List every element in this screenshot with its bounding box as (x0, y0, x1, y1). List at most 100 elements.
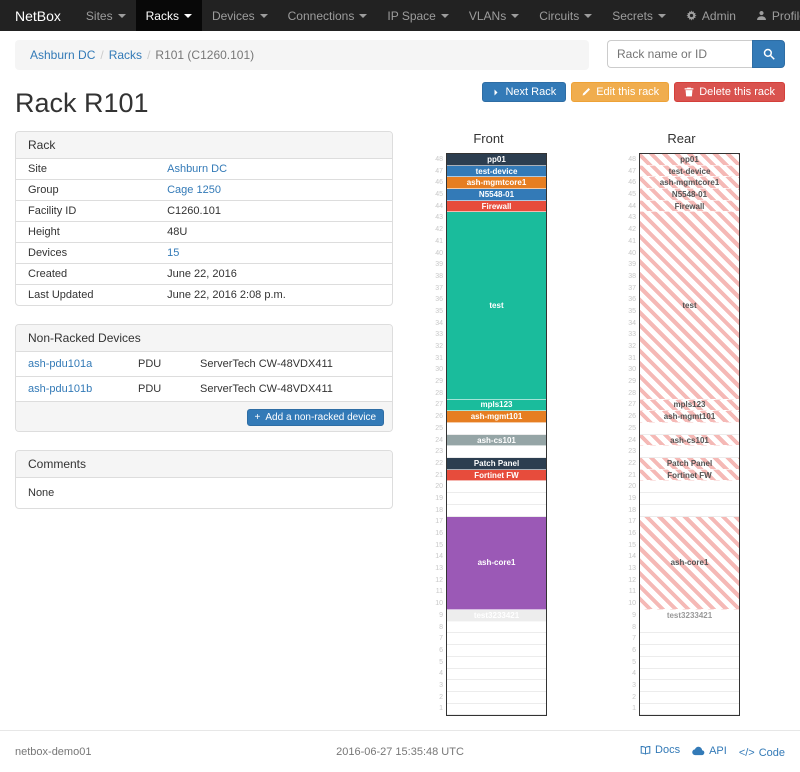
attr-value: 48U (155, 221, 392, 243)
nav-item-admin[interactable]: Admin (676, 0, 746, 31)
device-tile-ash-mgmtcore1[interactable]: ash-mgmtcore1 (447, 177, 546, 190)
device-tile-ash-mgmt101[interactable]: ash-mgmt101 (447, 411, 546, 423)
nav-item-secrets[interactable]: Secrets (602, 0, 676, 31)
unit-number: 30 (628, 366, 636, 374)
rack-elevations: Front 48 47 46 45 44 43 42 41 40 39 38 37 36 35 34 33 32… (430, 131, 740, 717)
device-tile-patch-panel[interactable]: Patch Panel (640, 458, 739, 470)
device-tile-ash-core1[interactable]: ash-core1 (447, 516, 546, 611)
footer-link-api[interactable]: API (692, 745, 727, 757)
nav-item-devices[interactable]: Devices (202, 0, 278, 31)
device-tile-test-device[interactable]: test-device (447, 165, 546, 178)
unit-number: 20 (628, 483, 636, 491)
table-row: Devices 15 (16, 242, 392, 264)
breadcrumb-link-racks[interactable]: Racks (108, 48, 143, 62)
timestamp: 2016-06-27 15:35:48 UTC (336, 745, 464, 758)
device-tile-ash-mgmtcore1[interactable]: ash-mgmtcore1 (640, 177, 739, 190)
device-tile-ash-core1[interactable]: ash-core1 (640, 516, 739, 611)
attr-label: Site (28, 163, 47, 175)
unit-number: 24 (628, 436, 636, 444)
breadcrumb-separator: / (100, 48, 104, 62)
device-label: ash-mgmtcore1 (466, 178, 527, 188)
unit-number: 35 (435, 307, 443, 315)
device-tile-n5548-01[interactable]: N5548-01 (640, 189, 739, 201)
nav-item-profile[interactable]: Profile (746, 0, 800, 31)
device-tile-test[interactable]: test (447, 212, 546, 400)
nav-item-label: Circuits (539, 8, 580, 23)
rear-units: pp01 test-device ash-mgmtcore1 N5548-01 Fire… (639, 153, 740, 717)
device-label: mpls123 (673, 400, 706, 410)
search-input[interactable] (607, 40, 752, 68)
unit-number: 42 (628, 226, 636, 234)
device-link-ash-pdu101a[interactable]: ash-pdu101a (28, 358, 93, 370)
nav-item-label: Sites (85, 8, 113, 23)
device-tile-mpls123[interactable]: mpls123 (447, 399, 546, 412)
front-units: pp01 test-device ash-mgmtcore1 N5548-01 Fire… (446, 153, 547, 717)
nav-item-ip-space[interactable]: IP Space (377, 0, 458, 31)
unit-number: 38 (435, 272, 443, 280)
device-tile-fortinet-fw[interactable]: Fortinet FW (447, 469, 546, 482)
delete-this-rack-button[interactable]: Delete this rack (674, 82, 785, 102)
unit-number: 26 (628, 413, 636, 421)
unit-number: 34 (435, 319, 443, 327)
device-tile-patch-panel[interactable]: Patch Panel (447, 458, 546, 470)
attr-value-link[interactable]: 15 (167, 247, 180, 259)
device-label: test (682, 301, 697, 311)
app-brand[interactable]: NetBox (15, 7, 61, 24)
device-tile-test3233421[interactable]: test3233421 (640, 610, 739, 622)
add-nonracked-button[interactable]: + Add a non-racked device (246, 409, 384, 426)
device-tile-pp01[interactable]: pp01 (640, 154, 739, 166)
nav-item-racks[interactable]: Racks (135, 0, 202, 31)
next-rack-button[interactable]: Next Rack (482, 82, 567, 102)
rack-panel: Rack Site Ashburn DC Group Cage 1250 Facilit… (15, 131, 393, 306)
breadcrumb-link-ashburn-dc[interactable]: Ashburn DC (30, 48, 96, 62)
unit-number: 3 (439, 681, 443, 689)
unit-number: 6 (439, 646, 443, 654)
search-button[interactable] (752, 40, 785, 68)
unit-number: 44 (628, 202, 636, 210)
table-row: Facility ID C1260.101 (16, 200, 392, 222)
footer-link-docs[interactable]: Docs (640, 744, 680, 756)
device-tile-pp01[interactable]: pp01 (447, 154, 546, 166)
device-tile-ash-cs101[interactable]: ash-cs101 (447, 434, 546, 447)
nonracked-panel: Non-Racked Devices ash-pdu101a PDU ServerT… (15, 324, 393, 432)
device-tile-firewall[interactable]: Firewall (447, 200, 546, 213)
button-label: Next Rack (505, 86, 557, 98)
device-label: mpls123 (480, 400, 513, 410)
device-label: ash-cs101 (477, 435, 516, 445)
nav-item-sites[interactable]: Sites (76, 0, 136, 31)
device-label: test-device (668, 166, 711, 176)
device-tile-ash-mgmt101[interactable]: ash-mgmt101 (640, 411, 739, 423)
unit-number: 1 (439, 705, 443, 713)
device-tile-fortinet-fw[interactable]: Fortinet FW (640, 469, 739, 482)
device-tile-n5548-01[interactable]: N5548-01 (447, 189, 546, 201)
edit-this-rack-button[interactable]: Edit this rack (571, 82, 670, 102)
empty-unit (640, 645, 739, 657)
attr-value-link[interactable]: Cage 1250 (167, 184, 221, 196)
device-role: PDU (126, 376, 188, 401)
device-tile-test[interactable]: test (640, 212, 739, 400)
chevron-down-icon (259, 13, 268, 18)
device-tile-ash-cs101[interactable]: ash-cs101 (640, 434, 739, 447)
device-tile-test3233421[interactable]: test3233421 (447, 610, 546, 622)
nonracked-rows: ash-pdu101a PDU ServerTech CW-48VDX411 ash-… (16, 352, 392, 401)
unit-number: 28 (628, 389, 636, 397)
nav-item-vlans[interactable]: VLANs (459, 0, 529, 31)
comments-panel-title: Comments (16, 451, 392, 478)
empty-unit (447, 680, 546, 692)
table-row: ash-pdu101a PDU ServerTech CW-48VDX411 (16, 352, 392, 377)
nav-item-connections[interactable]: Connections (278, 0, 378, 31)
device-label: ash-core1 (477, 558, 516, 568)
device-tile-mpls123[interactable]: mpls123 (640, 399, 739, 412)
unit-number: 42 (435, 226, 443, 234)
unit-number: 23 (435, 448, 443, 456)
navbar-right: AdminProfileLog out (676, 0, 800, 31)
device-tile-test-device[interactable]: test-device (640, 165, 739, 178)
nav-item-circuits[interactable]: Circuits (529, 0, 602, 31)
unit-number: 48 (628, 156, 636, 163)
search-icon (763, 48, 775, 60)
attr-value-link[interactable]: Ashburn DC (167, 163, 228, 175)
device-link-ash-pdu101b[interactable]: ash-pdu101b (28, 383, 93, 395)
table-row: Group Cage 1250 (16, 179, 392, 201)
device-tile-firewall[interactable]: Firewall (640, 200, 739, 213)
nav-item-label: Admin (701, 8, 736, 23)
